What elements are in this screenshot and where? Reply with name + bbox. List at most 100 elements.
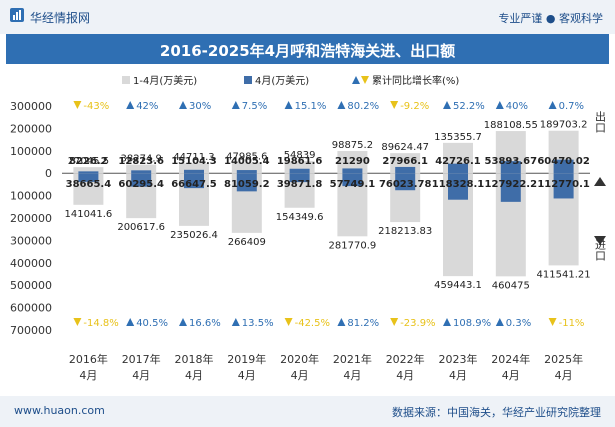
export-yoy-label: 40% [506,101,528,112]
import-yoy-marker [284,318,293,326]
export-monthly-bar [448,163,468,174]
export-side-label: 出口 [594,110,607,133]
import-cumulative-label: 200617.6 [117,222,165,233]
export-cumulative-label: 89624.47 [381,142,429,153]
export-cumulative-bar [179,163,209,174]
import-monthly-bar [131,173,152,187]
import-yoy-marker [548,318,557,326]
legend-cumulative: 1-4月(万美元) [133,74,197,87]
x-tick-label-month: 4月 [502,369,520,382]
export-monthly-bar [553,159,574,174]
export-yoy-label: 7.5% [242,101,267,112]
import-monthly-label: 39871.8 [277,179,323,190]
export-monthly-label: 12823.6 [118,156,164,167]
export-yoy-marker [126,101,135,109]
y-tick-label: 300000 [10,234,52,247]
y-tick-label: 200000 [10,122,52,135]
x-tick-label-month: 4月 [185,369,203,382]
import-monthly-bar [448,173,468,200]
export-cumulative-label: 38274.9 [121,154,162,165]
import-monthly-bar [500,173,521,202]
import-cumulative-label: 235026.4 [170,230,218,241]
import-yoy-label: 13.5% [242,318,274,329]
export-yoy-marker [284,101,293,109]
x-tick-label-month: 4月 [449,369,467,382]
export-yoy-label: 42% [136,101,158,112]
y-tick-label: 200000 [10,212,52,225]
import-monthly-label: 127922.2 [485,179,538,190]
export-monthly-bar [342,168,363,174]
export-arrow-icon [594,177,606,186]
data-source: 数据来源：中国海关，华经产业研究院整理 [392,406,601,419]
x-tick-label-month: 4月 [555,369,573,382]
export-yoy-marker [337,101,346,109]
import-cumulative-label: 154349.6 [276,212,324,223]
import-yoy-label: -11% [559,318,585,329]
import-cumulative-label: 141041.6 [65,209,113,220]
export-monthly-label: 19861.6 [277,156,323,167]
legend-yoy: 累计同比增长率(%) [372,74,459,87]
x-tick-label-year: 2021年 [333,352,372,366]
export-monthly-bar [289,168,310,174]
import-monthly-label: 112770.1 [537,179,590,190]
legend-up-triangle [352,76,360,84]
import-cumulative-label: 459443.1 [434,280,482,291]
legend-swatch-cumulative [122,76,130,84]
import-yoy-label: -42.5% [295,318,330,329]
export-monthly-bar [184,169,204,174]
export-yoy-label: 80.2% [347,101,379,112]
export-cumulative-label: 135355.7 [434,132,482,143]
export-monthly-bar [500,161,521,174]
export-cumulative-label: 54839 [284,150,316,161]
x-tick-label-month: 4月 [396,369,414,382]
import-monthly-label: 38665.4 [66,179,112,190]
export-yoy-marker [390,101,399,109]
x-tick-label-year: 2018年 [175,352,214,366]
import-arrow-icon [594,236,606,245]
y-tick-label: 100000 [10,190,52,203]
x-tick-label-year: 2025年 [544,352,583,366]
logo-icon [10,8,24,22]
export-yoy-label: 52.2% [453,101,485,112]
chart: 300000 200000 100000 0 100000 200000 300000 400… [10,74,607,382]
legend-monthly: 4月(万美元) [255,74,309,87]
import-cumulative-label: 411541.21 [537,269,591,280]
import-monthly-bar [553,173,574,199]
import-monthly-label: 81059.2 [224,179,270,190]
export-cumulative-label: 188108.55 [484,120,538,131]
export-yoy-marker [548,101,557,109]
export-monthly-label: 27966.1 [382,156,428,167]
x-tick-label-year: 2016年 [69,352,108,366]
export-monthly-bar [131,170,152,174]
y-tick-label: 100000 [10,145,52,158]
export-monthly-label: 53893.67 [485,156,538,167]
import-yoy-marker [443,318,451,326]
export-monthly-label: 42726.1 [435,156,481,167]
export-monthly-bar [395,166,416,174]
export-yoy-label: -43% [83,101,109,112]
title-band: 2016-2025年4月呼和浩特海关进、出口额 [6,34,609,64]
export-yoy-marker [495,101,504,109]
import-yoy-label: 40.5% [136,318,168,329]
export-cumulative-bar [73,167,104,174]
site-url[interactable]: www.huaon.com [14,404,105,417]
x-tick-label-month: 4月 [79,369,97,382]
footer-bar: www.huaon.com 数据来源：中国海关，华经产业研究院整理 [0,396,615,427]
export-cumulative-label: 98875.2 [332,140,373,151]
export-monthly-label: 60470.02 [537,156,590,167]
x-tick-label-year: 2022年 [386,352,425,366]
legend-swatch-monthly [244,76,252,84]
export-cumulative-label: 44711.3 [173,152,214,163]
import-cumulative-label: 218213.83 [378,226,432,237]
import-monthly-label: 60295.4 [118,179,164,190]
import-yoy-label: 108.9% [453,318,491,329]
import-monthly-bar [395,173,416,191]
import-yoy-marker [495,318,504,326]
import-monthly-bar [184,173,204,189]
header-bar: 华经情报网 专业严谨 ● 客观科学 [0,0,615,34]
x-tick-label-month: 4月 [238,369,256,382]
import-monthly-label: 76023.78 [379,179,432,190]
export-yoy-label: 0.7% [559,101,584,112]
import-yoy-label: -14.8% [83,318,118,329]
x-tick-label-month: 4月 [343,369,361,382]
